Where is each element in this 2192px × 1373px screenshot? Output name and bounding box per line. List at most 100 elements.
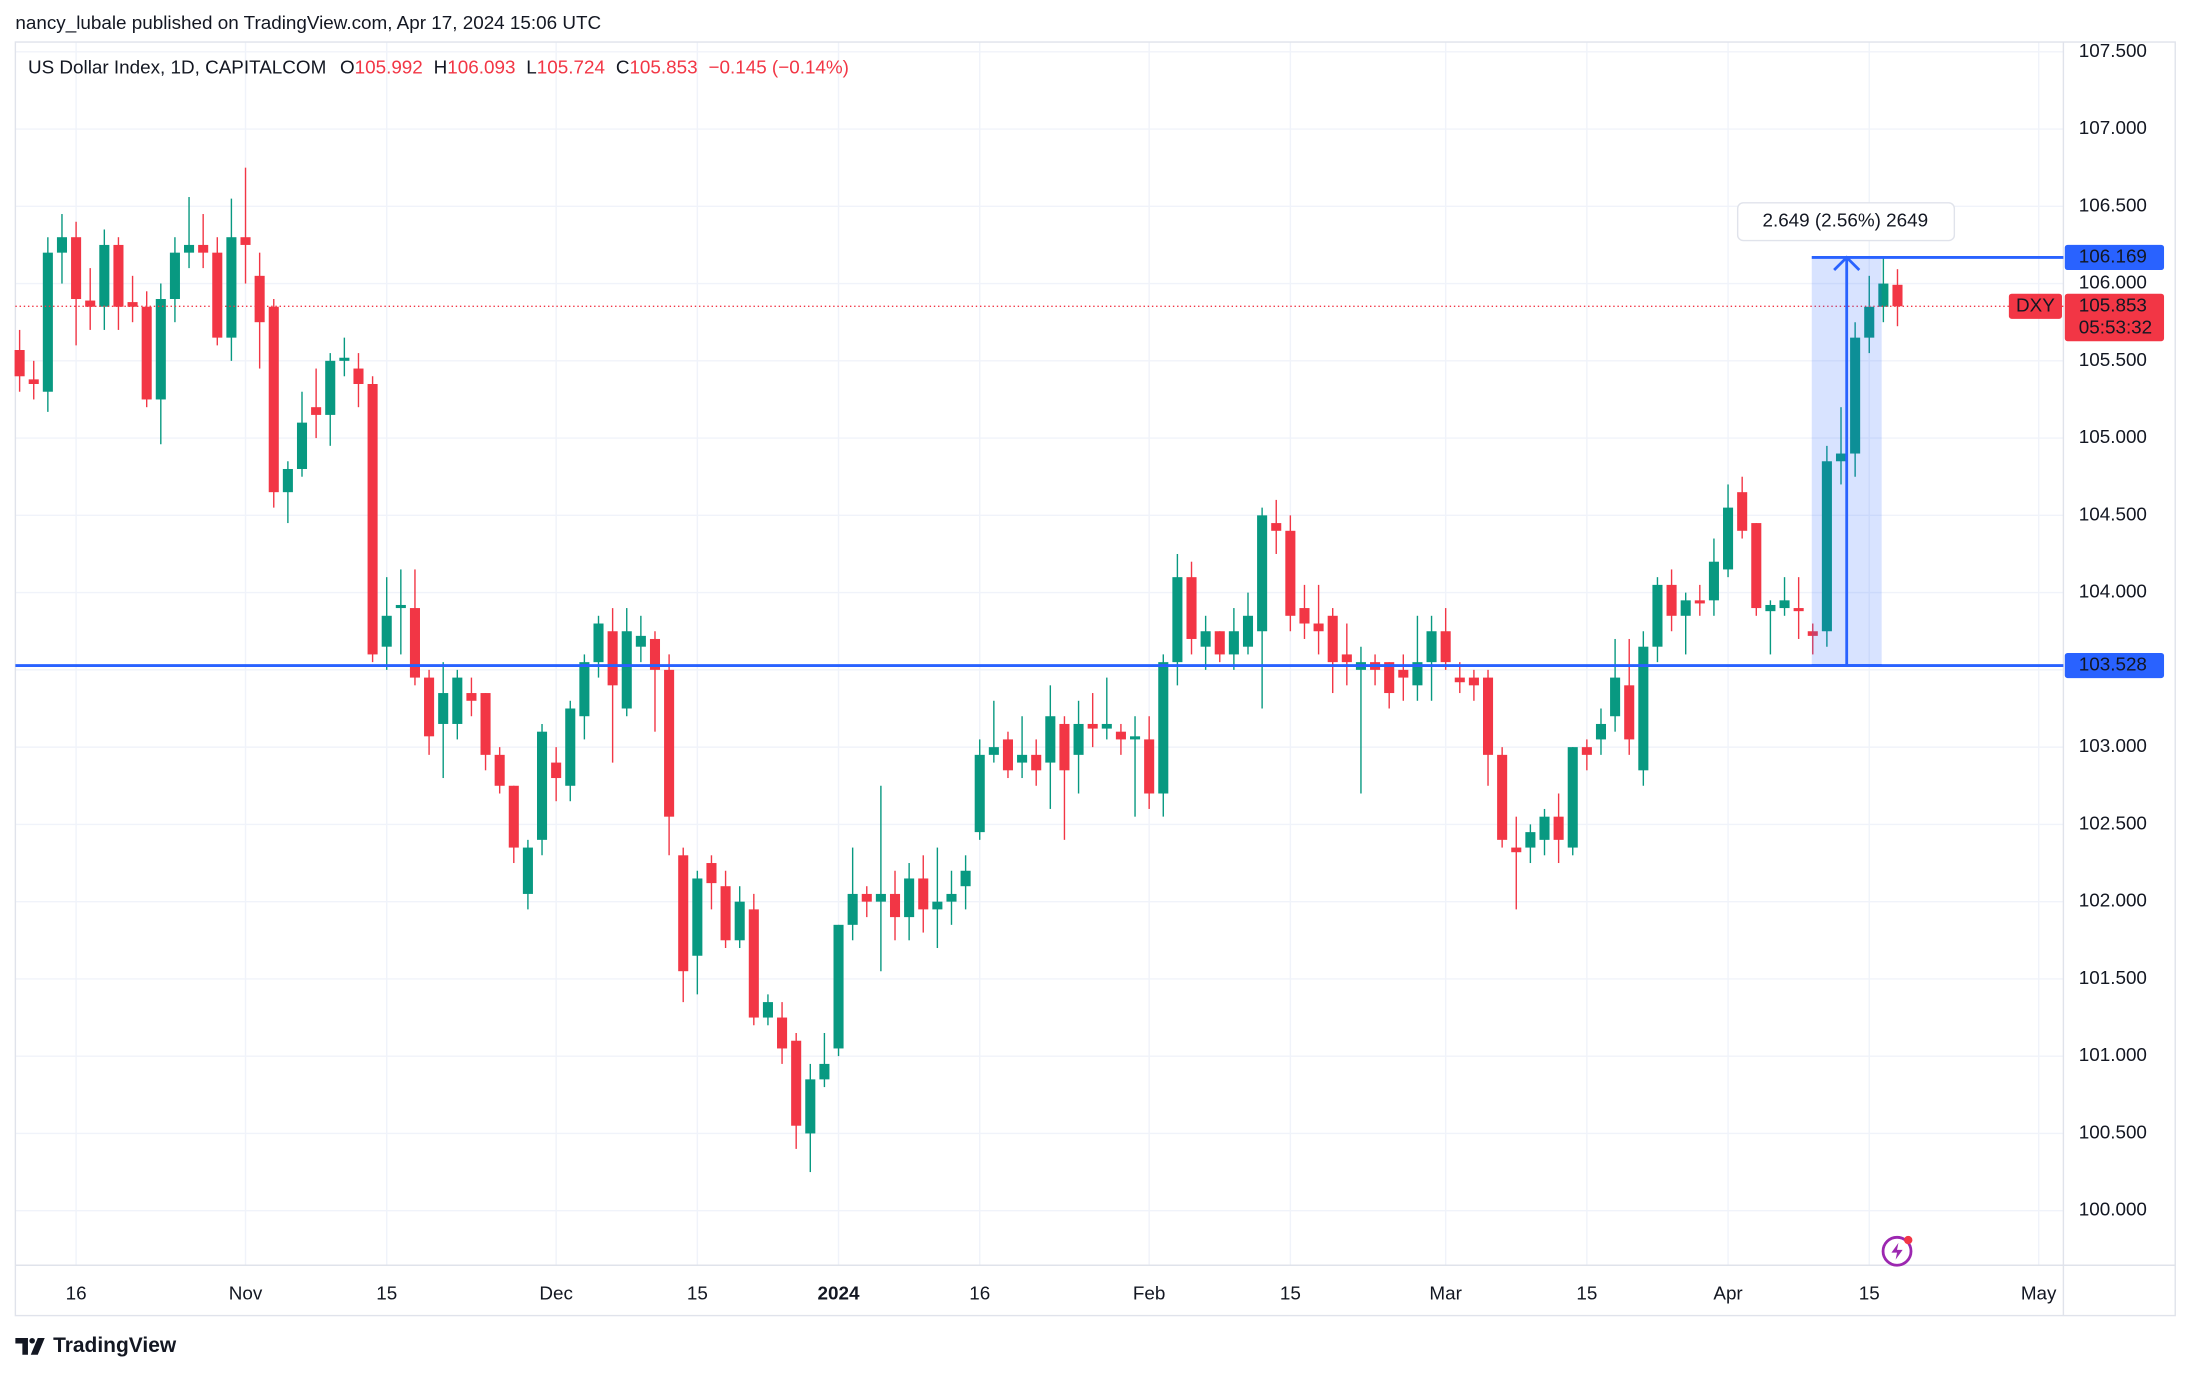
- candle-body: [1101, 723, 1112, 729]
- plot: [14, 167, 2064, 1173]
- candle-body: [1850, 337, 1861, 454]
- x-tick-label: 16: [66, 1283, 87, 1304]
- candle-body: [1539, 816, 1550, 840]
- y-tick-label: 106.000: [2079, 272, 2147, 293]
- candle-body: [1892, 284, 1903, 307]
- x-tick-label: Nov: [229, 1283, 263, 1304]
- candle-body: [480, 693, 491, 755]
- ohlc-value: 106.093: [447, 57, 515, 78]
- candle-body: [325, 360, 336, 415]
- y-tick-label: 102.000: [2079, 890, 2147, 911]
- candle-body: [1327, 615, 1338, 663]
- candle-body: [1384, 662, 1395, 694]
- measure-tag-bg: [2064, 244, 2165, 271]
- candle-body: [579, 662, 590, 717]
- candle-body: [678, 855, 689, 972]
- candle-body: [1779, 600, 1790, 609]
- candle-body: [1821, 461, 1832, 632]
- measure-label: 2.649 (2.56%) 2649: [1762, 210, 1928, 231]
- change: −0.145 (−0.14%): [708, 57, 849, 78]
- candle-body: [819, 1063, 830, 1080]
- candle-body: [565, 708, 576, 786]
- candle-body: [438, 693, 449, 724]
- candle-body: [1835, 453, 1847, 462]
- candle-body: [1228, 631, 1239, 655]
- candle-body: [395, 604, 406, 609]
- candle-body: [593, 623, 604, 663]
- candle-body: [918, 878, 929, 910]
- ohlc-label: L: [526, 57, 537, 78]
- candle-body: [1144, 739, 1155, 794]
- candle-body: [508, 785, 519, 848]
- candle-body: [452, 677, 463, 724]
- x-tick-label: 15: [1859, 1283, 1880, 1304]
- candle-body: [960, 870, 971, 887]
- candle-body: [1059, 723, 1070, 771]
- candle-body: [791, 1040, 802, 1126]
- candle-body: [1610, 677, 1621, 717]
- candle-body: [988, 747, 999, 755]
- candle-body: [1751, 523, 1762, 609]
- candle-body: [198, 244, 209, 253]
- y-tick-label: 105.500: [2079, 349, 2147, 370]
- ohlc-label: O: [340, 57, 355, 78]
- chart-frame: [14, 41, 2176, 1317]
- candle-body: [1172, 577, 1183, 663]
- y-tick-label: 100.500: [2079, 1121, 2147, 1142]
- candle-body: [1200, 631, 1211, 647]
- ohlc-label: H: [434, 57, 448, 78]
- x-tick-label: May: [2021, 1283, 2057, 1304]
- candle-body: [1130, 736, 1141, 740]
- symbol-tag: DXY: [2016, 294, 2055, 315]
- chart-title: US Dollar Index, 1D, CAPITALCOM O105.992…: [28, 57, 849, 78]
- candle-body: [734, 901, 745, 941]
- candle-body: [1017, 754, 1028, 763]
- candle-body: [1652, 584, 1663, 647]
- y-tick-label: 105.000: [2079, 426, 2147, 447]
- candle-body: [1765, 604, 1776, 612]
- candle-body: [28, 379, 39, 385]
- candle-body: [706, 863, 717, 884]
- measure-tag: 106.169: [2079, 245, 2147, 266]
- candle-body: [1158, 662, 1169, 794]
- candle-body: [664, 669, 675, 817]
- candle-body: [1581, 747, 1592, 755]
- candle-body: [494, 754, 505, 786]
- candle-body: [1708, 561, 1719, 601]
- candle-body: [184, 244, 195, 253]
- candle-body: [932, 901, 943, 910]
- candle-body: [889, 893, 901, 918]
- candle-body: [155, 299, 166, 400]
- footer-brand: TradingView: [53, 1334, 177, 1357]
- candle-body: [14, 350, 25, 377]
- candle-body: [692, 878, 703, 956]
- candle-body: [1680, 600, 1691, 616]
- candle-body: [296, 422, 308, 469]
- candle-body: [904, 878, 915, 918]
- candle-body: [1002, 739, 1013, 771]
- candle-body: [1807, 631, 1818, 636]
- candle-body: [1087, 723, 1098, 729]
- candle-body: [254, 275, 265, 323]
- candle-body: [381, 615, 392, 647]
- candle-body: [56, 237, 68, 253]
- candle-body: [268, 306, 279, 493]
- y-tick-label: 106.500: [2079, 194, 2147, 215]
- candle-body: [1737, 492, 1748, 531]
- candle-body: [141, 306, 152, 400]
- candle-body: [367, 384, 378, 655]
- candle-body: [536, 731, 548, 840]
- candle-body: [1285, 530, 1296, 616]
- y-tick-label: 100.000: [2079, 1199, 2147, 1220]
- symbol-title: US Dollar Index, 1D, CAPITALCOM: [28, 57, 326, 78]
- price-tag: 105.853: [2079, 294, 2147, 315]
- candle-body: [113, 244, 124, 307]
- candle-body: [762, 1002, 773, 1018]
- candle-body: [42, 252, 53, 392]
- candle-body: [1115, 731, 1126, 740]
- candle-body: [1398, 669, 1409, 678]
- candle-body: [85, 300, 96, 307]
- level-tag-bg: [2064, 652, 2165, 679]
